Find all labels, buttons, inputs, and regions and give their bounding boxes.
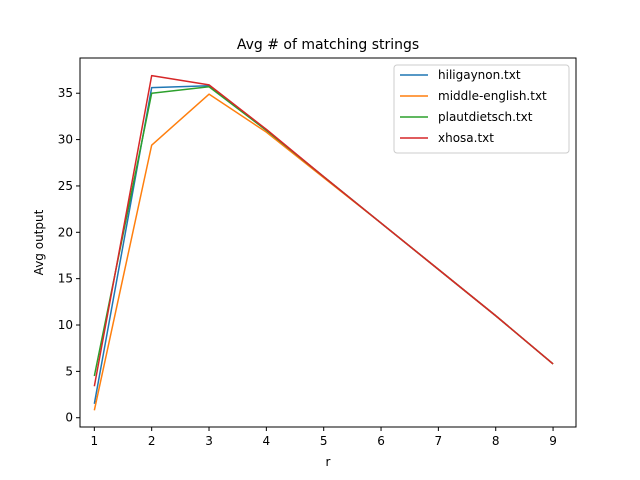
y-tick-label: 0 xyxy=(65,411,73,425)
y-axis: 0 5 10 15 20 25 30 35 xyxy=(58,86,80,425)
plot-area xyxy=(93,74,554,411)
x-tick-label: 9 xyxy=(549,434,557,448)
x-tick-label: 4 xyxy=(263,434,271,448)
legend-box xyxy=(393,64,570,154)
x-tick-label: 2 xyxy=(148,434,156,448)
y-axis-label: Avg output xyxy=(32,209,46,275)
x-tick-label: 5 xyxy=(320,434,328,448)
y-tick-label: 35 xyxy=(58,86,73,100)
legend-label: xhosa.txt xyxy=(438,131,494,145)
legend-label: hiligaynon.txt xyxy=(438,68,521,82)
series-line-xhosa xyxy=(93,74,554,387)
y-tick-label: 5 xyxy=(65,364,73,378)
x-tick-label: 3 xyxy=(205,434,213,448)
x-tick-label: 8 xyxy=(492,434,500,448)
plot-frame xyxy=(79,57,577,428)
y-tick-label: 20 xyxy=(58,225,73,239)
x-axis-label: r xyxy=(326,455,331,469)
y-tick-label: 15 xyxy=(58,272,73,286)
y-tick-label: 30 xyxy=(58,133,73,147)
x-tick-label: 7 xyxy=(435,434,443,448)
legend-label: middle-english.txt xyxy=(438,89,547,103)
x-axis: 1 2 3 4 5 6 7 8 9 xyxy=(91,427,557,448)
chart-title: Avg # of matching strings xyxy=(237,37,419,53)
y-tick-label: 25 xyxy=(58,179,73,193)
x-tick-label: 6 xyxy=(377,434,385,448)
y-tick-label: 10 xyxy=(58,318,73,332)
x-tick-label: 1 xyxy=(91,434,99,448)
legend-label: plautdietsch.txt xyxy=(438,110,533,124)
legend: hiligaynon.txt middle-english.txt plautdie… xyxy=(393,64,570,154)
